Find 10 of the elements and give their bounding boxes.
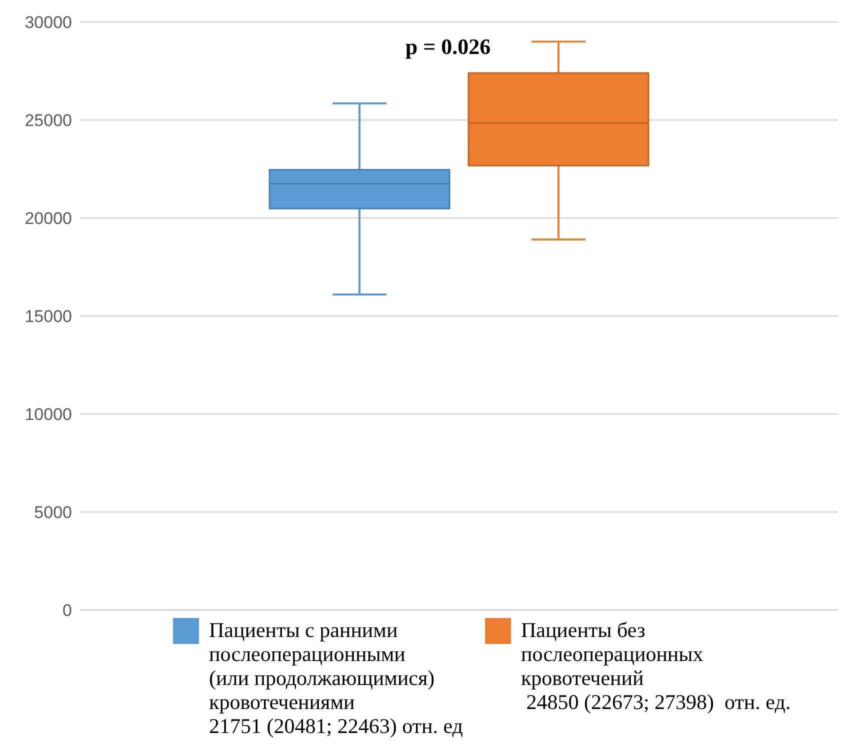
annotation: p = 0.026: [404, 34, 492, 60]
y-tick-label: 10000: [24, 405, 72, 424]
y-tick-label: 5000: [34, 503, 72, 522]
legend-label: Пациенты с ранними послеоперационными (или продолжающимися) кровотечениями 21751 (20481; 22463) отн. ед: [209, 618, 463, 738]
y-tick-label: 15000: [24, 307, 72, 326]
legend-label: Пациенты без послеоперационных кровотечений 24850 (22673; 27398) отн. ед.: [520, 618, 791, 714]
y-tick-label: 30000: [24, 13, 72, 32]
y-tick-label: 25000: [24, 111, 72, 130]
y-tick-label: 0: [62, 601, 72, 620]
y-tick-label: 20000: [24, 209, 72, 228]
